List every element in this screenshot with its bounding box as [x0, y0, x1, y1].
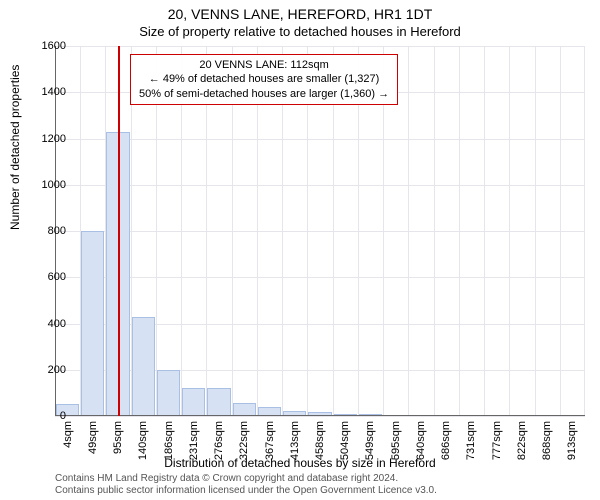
- chart-title-main: 20, VENNS LANE, HEREFORD, HR1 1DT: [0, 0, 600, 22]
- y-tick-label: 1000: [26, 179, 66, 191]
- x-tick-label: 186sqm: [163, 421, 175, 460]
- x-tick-label: 367sqm: [264, 421, 276, 460]
- gridline-h: [55, 231, 585, 232]
- x-tick-label: 822sqm: [516, 421, 528, 460]
- annotation-line: 50% of semi-detached houses are larger (…: [139, 87, 389, 101]
- x-tick-label: 913sqm: [566, 421, 578, 460]
- histogram-bar: [157, 370, 180, 416]
- x-tick-label: 549sqm: [364, 421, 376, 460]
- y-tick-label: 1200: [26, 133, 66, 145]
- x-tick-label: 4sqm: [62, 421, 74, 448]
- x-axis-line: [55, 415, 585, 416]
- histogram-bar: [207, 388, 230, 416]
- x-tick-label: 595sqm: [390, 421, 402, 460]
- x-tick-label: 413sqm: [289, 421, 301, 460]
- gridline-h: [55, 46, 585, 47]
- gridline-v: [535, 46, 536, 416]
- y-tick-label: 400: [26, 318, 66, 330]
- x-tick-label: 49sqm: [87, 421, 99, 454]
- y-tick-label: 800: [26, 225, 66, 237]
- gridline-v: [408, 46, 409, 416]
- x-tick-label: 458sqm: [314, 421, 326, 460]
- gridline-v: [584, 46, 585, 416]
- chart-plot-area: 20 VENNS LANE: 112sqm← 49% of detached h…: [55, 46, 585, 416]
- gridline-v: [560, 46, 561, 416]
- gridline-h: [55, 416, 585, 417]
- annotation-line: ← 49% of detached houses are smaller (1,…: [139, 72, 389, 86]
- y-tick-label: 600: [26, 271, 66, 283]
- x-tick-label: 731sqm: [465, 421, 477, 460]
- chart-title-sub: Size of property relative to detached ho…: [0, 22, 600, 43]
- y-tick-label: 200: [26, 364, 66, 376]
- gridline-h: [55, 139, 585, 140]
- x-tick-label: 140sqm: [137, 421, 149, 460]
- gridline-v: [434, 46, 435, 416]
- x-tick-label: 95sqm: [112, 421, 124, 454]
- annotation-line: 20 VENNS LANE: 112sqm: [139, 58, 389, 72]
- histogram-bar: [132, 317, 155, 416]
- footer-attribution: Contains HM Land Registry data © Crown c…: [55, 473, 437, 497]
- x-tick-label: 686sqm: [440, 421, 452, 460]
- x-tick-label: 777sqm: [491, 421, 503, 460]
- x-tick-label: 640sqm: [415, 421, 427, 460]
- y-tick-label: 0: [26, 410, 66, 422]
- gridline-v: [484, 46, 485, 416]
- y-tick-label: 1400: [26, 86, 66, 98]
- gridline-h: [55, 185, 585, 186]
- x-tick-label: 504sqm: [339, 421, 351, 460]
- gridline-h: [55, 277, 585, 278]
- footer-line-1: Contains HM Land Registry data © Crown c…: [55, 473, 437, 485]
- y-tick-label: 1600: [26, 40, 66, 52]
- histogram-bar: [81, 231, 104, 416]
- x-tick-label: 231sqm: [188, 421, 200, 460]
- y-axis-label: Number of detached properties: [8, 65, 22, 230]
- annotation-box: 20 VENNS LANE: 112sqm← 49% of detached h…: [130, 54, 398, 105]
- x-tick-label: 868sqm: [541, 421, 553, 460]
- histogram-bar: [182, 388, 205, 416]
- x-tick-label: 322sqm: [238, 421, 250, 460]
- gridline-v: [509, 46, 510, 416]
- footer-line-2: Contains public sector information licen…: [55, 485, 437, 497]
- property-marker-line: [118, 46, 120, 416]
- gridline-v: [459, 46, 460, 416]
- x-tick-label: 276sqm: [213, 421, 225, 460]
